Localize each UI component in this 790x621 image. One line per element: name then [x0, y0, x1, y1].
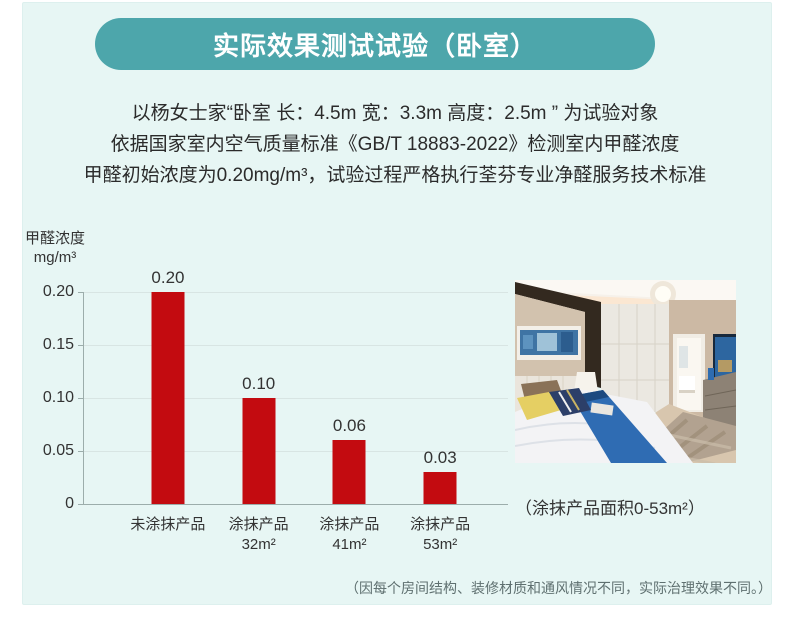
bar-value-label: 0.10: [242, 374, 276, 393]
y-tick-label: 0.10: [42, 389, 74, 406]
bedroom-photo-illustration: [515, 280, 736, 463]
intro-line-3: 甲醛初始浓度为0.20mg/m³，试验过程严格执行荃芬专业净醛服务技术标准: [83, 165, 707, 186]
bar-3: [332, 440, 366, 504]
gridline: [84, 292, 508, 293]
photo-caption: （涂抹产品面积0-53m²）: [515, 499, 705, 518]
bar-value-label: 0.06: [332, 416, 366, 436]
y-tick-mark: [78, 345, 84, 346]
gridline: [84, 451, 508, 452]
x-axis-label: 未涂抹产品: [130, 516, 206, 533]
bar-1: [151, 292, 185, 504]
y-tick-mark: [78, 504, 84, 505]
gridline: [84, 398, 508, 399]
y-tick-label: 0.05: [42, 442, 74, 459]
intro-line-2: 依据国家室内空气质量标准《GB/T 18883-2022》检测室内甲醛浓度: [110, 134, 680, 155]
y-axis-title-line2: mg/m³: [33, 249, 77, 266]
footer-note: （因每个房间结构、装修材质和通风情况不同，实际治理效果不同。）: [345, 580, 772, 596]
page-title: 实际效果测试试验（卧室）: [212, 30, 537, 61]
y-tick-label: 0: [65, 495, 74, 512]
bedroom-photo: [515, 280, 736, 463]
gridline: [84, 345, 508, 346]
bar-value-label: 0.03: [423, 448, 457, 468]
intro-line-1: 以杨女士家“卧室 长：4.5m 宽：3.3m 高度：2.5m ” 为试验对象: [131, 103, 659, 124]
x-axis-label: 涂抹产品 41m²: [319, 516, 380, 553]
y-tick-mark: [78, 292, 84, 293]
y-tick-mark: [78, 451, 84, 452]
y-tick-label: 0.15: [42, 336, 74, 353]
bar-chart-plot: 0.20 0.15 0.10 0.05 0 0.20 未涂抹产品 0.10 涂抹产品 32m² 0…: [43, 268, 508, 553]
title-banner: 实际效果测试试验（卧室）: [95, 18, 655, 70]
x-axis-label: 涂抹产品 53m²: [410, 516, 471, 553]
y-axis-title-line1: 甲醛浓度: [24, 230, 85, 247]
x-axis-label: 涂抹产品 32m²: [228, 516, 289, 553]
y-axis-title: 甲醛浓度 mg/m³: [10, 229, 100, 267]
y-tick-mark: [78, 398, 84, 399]
bar-2: [242, 398, 276, 504]
y-tick-label: 0.20: [42, 283, 74, 300]
intro-text: 以杨女士家“卧室 长：4.5m 宽：3.3m 高度：2.5m ” 为试验对象 依…: [0, 98, 790, 191]
bar-value-label: 0.20: [151, 268, 185, 287]
bar-4: [423, 472, 457, 504]
